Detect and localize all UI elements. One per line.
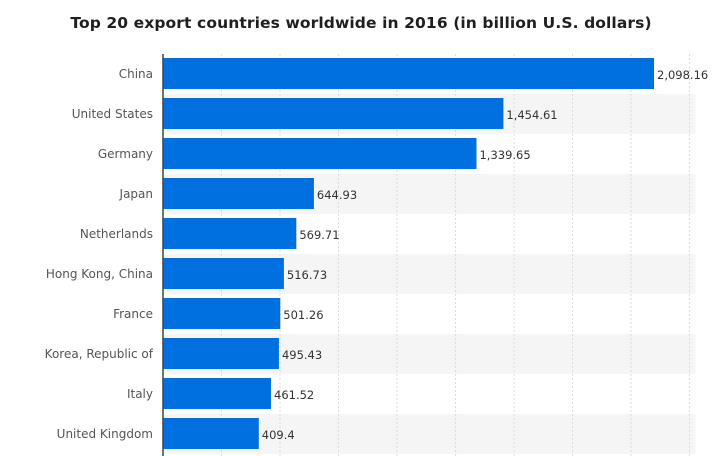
category-label: United Kingdom xyxy=(57,427,153,441)
bar xyxy=(163,258,284,289)
bar xyxy=(163,298,281,329)
value-label: 501.26 xyxy=(283,308,323,322)
bar xyxy=(163,418,259,449)
value-label: 409.4 xyxy=(262,428,295,442)
category-label: China xyxy=(119,67,153,81)
category-label: United States xyxy=(72,107,153,121)
bar xyxy=(163,58,654,89)
gridlines xyxy=(221,54,691,456)
value-label: 569.71 xyxy=(299,228,339,242)
bar xyxy=(163,218,297,249)
value-label: 2,098.16 xyxy=(657,68,708,82)
bar xyxy=(163,98,504,129)
bar xyxy=(163,138,477,169)
value-label: 644.93 xyxy=(317,188,357,202)
category-labels: China United States Germany Japan Netherland… xyxy=(45,67,154,441)
category-label: Hong Kong, China xyxy=(46,267,153,281)
bar xyxy=(163,338,279,369)
bar xyxy=(163,178,314,209)
value-label: 516.73 xyxy=(287,268,327,282)
value-label: 1,454.61 xyxy=(506,108,557,122)
category-label: Italy xyxy=(127,387,153,401)
bars xyxy=(163,58,654,449)
category-label: Japan xyxy=(119,187,153,201)
category-label: France xyxy=(113,307,153,321)
bar xyxy=(163,378,272,409)
category-label: Netherlands xyxy=(80,227,153,241)
value-label: 1,339.65 xyxy=(479,148,530,162)
category-label: Germany xyxy=(98,147,153,161)
chart-title: Top 20 export countries worldwide in 201… xyxy=(70,14,652,32)
value-labels: 2,098.16 1,454.61 1,339.65 644.93 569.71 516.… xyxy=(262,68,708,442)
category-label: Korea, Republic of xyxy=(45,347,154,361)
value-label: 495.43 xyxy=(282,348,322,362)
value-label: 461.52 xyxy=(274,388,314,402)
